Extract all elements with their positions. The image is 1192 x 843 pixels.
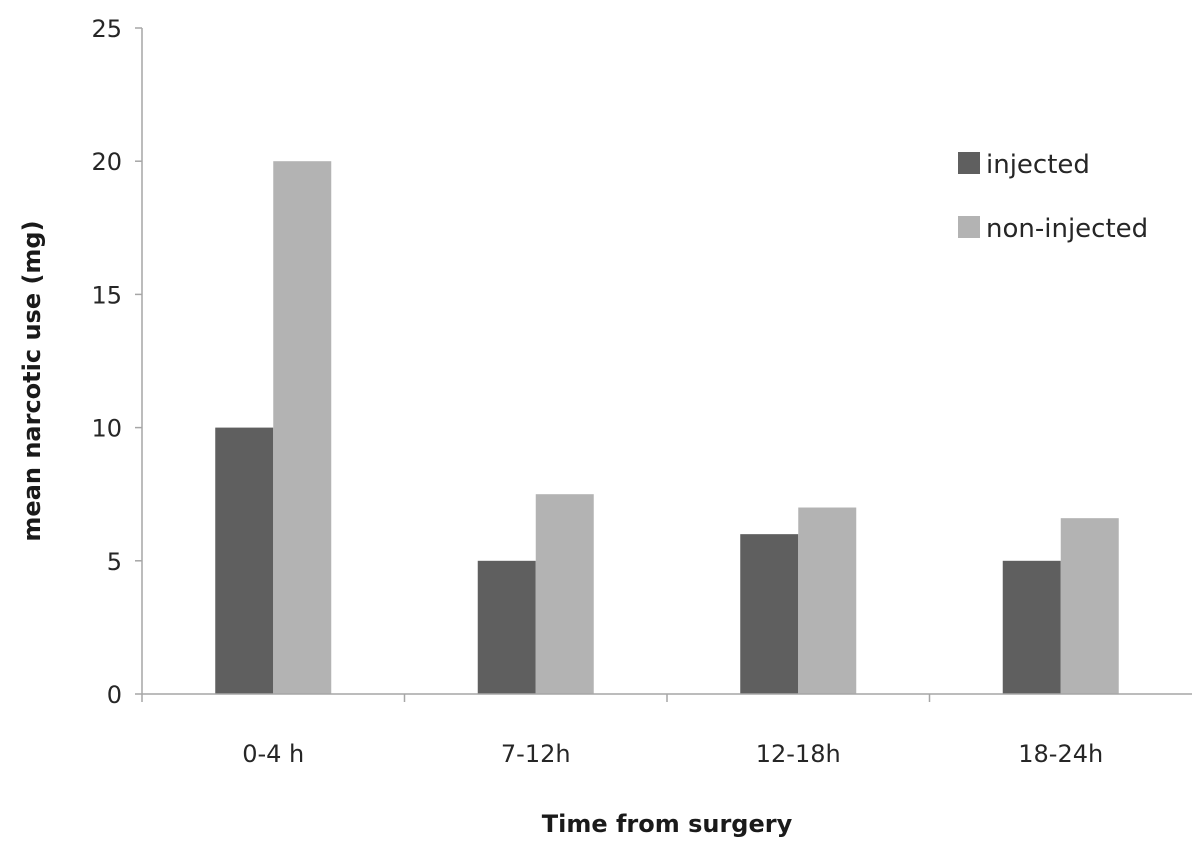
bar-injected-1 [215,427,274,694]
legend: injected non-injected [958,150,1148,244]
x-axis-title: Time from surgery [542,810,793,838]
legend-label-injected: injected [986,150,1090,180]
x-tick-label: 18-24h [1018,740,1103,768]
x-tick-label: 12-18h [756,740,841,768]
y-tick-label: 10 [91,415,122,443]
bar-injected-4 [1002,560,1061,694]
bar-non-injected-2 [535,494,594,694]
legend-swatch-injected [958,152,980,174]
bar-injected-3 [740,534,799,694]
x-tick-label: 0-4 h [242,740,304,768]
bar-non-injected-4 [1060,518,1119,694]
bar-non-injected-3 [798,507,857,694]
y-tick-label: 5 [107,548,122,576]
bars-layer [215,161,1119,694]
y-tick-label: 25 [91,15,122,43]
y-axis-title: mean narcotic use (mg) [18,220,46,541]
y-tick-label: 20 [91,148,122,176]
y-ticks: 0 5 10 15 20 25 [91,15,142,709]
y-tick-label: 15 [91,281,122,309]
bar-injected-2 [477,560,536,694]
bar-non-injected-1 [273,161,332,694]
x-tick-label: 7-12h [501,740,571,768]
legend-label-non-injected: non-injected [986,214,1148,244]
y-tick-label: 0 [107,681,122,709]
x-ticks: 0-4 h 7-12h 12-18h 18-24h [141,694,1103,768]
legend-swatch-non-injected [958,216,980,238]
